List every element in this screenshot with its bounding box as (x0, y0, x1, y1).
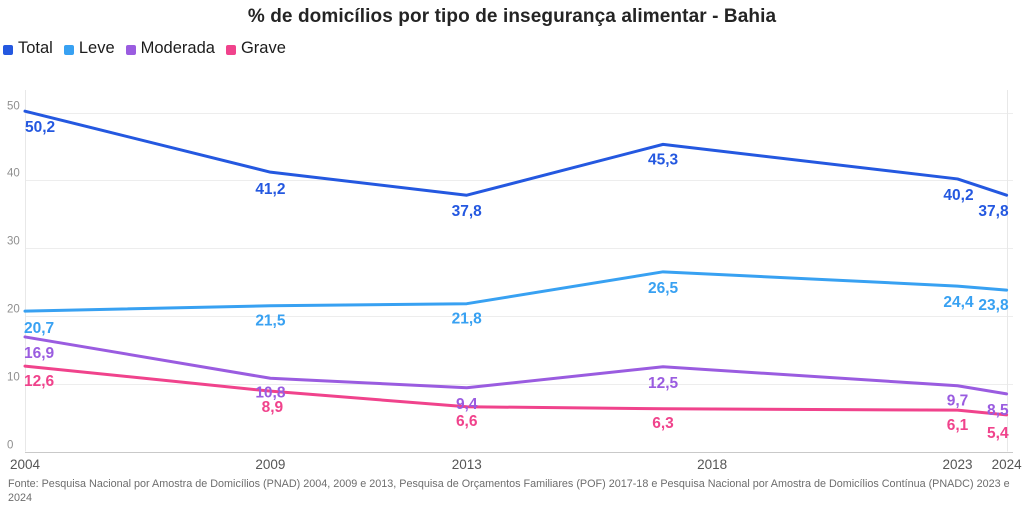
x-tick-label-2024: 2024 (992, 457, 1023, 472)
chart-title: % de domicílios por tipo de insegurança … (247, 6, 777, 27)
series-line-grave (23, 364, 1009, 417)
data-label-total-2017: 45,3 (648, 151, 679, 168)
data-label-moderada-2023: 9,7 (947, 393, 969, 410)
data-label-total-2004: 50,2 (25, 119, 55, 136)
data-label-total-2023: 40,2 (943, 187, 973, 204)
legend-label-total: Total (18, 39, 53, 57)
series-line-leve (23, 270, 1009, 313)
data-label-leve-2013: 21,8 (452, 311, 483, 328)
data-label-leve-2009: 21,5 (255, 313, 286, 330)
legend-item-total: Total (3, 39, 53, 58)
data-label-leve-2023: 24,4 (943, 294, 974, 311)
data-label-grave-2023: 6,1 (947, 417, 969, 434)
legend-item-grave: Grave (225, 39, 286, 58)
y-tick-label-20: 20 (7, 304, 20, 316)
data-label-total-2013: 37,8 (452, 203, 483, 220)
legend-label-leve: Leve (78, 39, 115, 57)
x-tick-label-2023: 2023 (942, 457, 972, 472)
legend-swatch-leve-icon (63, 44, 74, 55)
legend-label-grave: Grave (240, 39, 286, 57)
x-tick-label-2009: 2009 (255, 457, 285, 472)
legend-item-moderada: Moderada (125, 39, 215, 58)
data-label-moderada-2004: 16,9 (24, 345, 55, 362)
data-label-total-2024: 37,8 (978, 203, 1009, 220)
y-tick-label-0: 0 (7, 440, 13, 452)
source-note: Fonte: Pesquisa Nacional por Amostra de … (8, 478, 1010, 505)
y-tick-label-40: 40 (7, 168, 20, 180)
data-label-moderada-2024: 8,5 (987, 402, 1009, 419)
x-tick-label-2018: 2018 (697, 457, 727, 472)
y-tick-label-10: 10 (7, 372, 20, 384)
legend-swatch-total-icon (3, 44, 13, 55)
line-chart: 0 10 20 30 40 50 2004 2009 2013 2018 2023 2024 50,2 4… (7, 90, 1023, 472)
data-label-grave-2004: 12,6 (24, 373, 55, 390)
data-label-moderada-2017: 12,5 (648, 375, 679, 392)
data-label-grave-2017: 6,3 (652, 415, 674, 432)
data-label-total-2009: 41,2 (255, 181, 285, 198)
legend: Total Leve Moderada Grave (3, 39, 286, 58)
legend-swatch-moderada-icon (125, 44, 136, 55)
legend-label-moderada: Moderada (140, 39, 215, 57)
data-label-leve-2024: 23,8 (978, 297, 1009, 314)
x-tick-label-2004: 2004 (10, 457, 41, 472)
y-tick-label-30: 30 (7, 236, 20, 248)
series-line-total (23, 109, 1009, 197)
data-label-leve-2004: 20,7 (24, 320, 54, 337)
x-tick-label-2013: 2013 (452, 457, 482, 472)
data-label-moderada-2009: 10,8 (255, 384, 286, 401)
legend-swatch-grave-icon (225, 44, 236, 55)
legend-item-leve: Leve (63, 39, 115, 58)
data-label-grave-2013: 6,6 (456, 413, 478, 430)
data-label-grave-2024: 5,4 (987, 425, 1009, 442)
series-line-moderada (23, 335, 1009, 396)
data-label-grave-2009: 8,9 (262, 399, 284, 416)
data-label-moderada-2013: 9,4 (456, 396, 478, 413)
data-label-leve-2017: 26,5 (648, 280, 679, 297)
y-tick-label-50: 50 (7, 101, 20, 113)
